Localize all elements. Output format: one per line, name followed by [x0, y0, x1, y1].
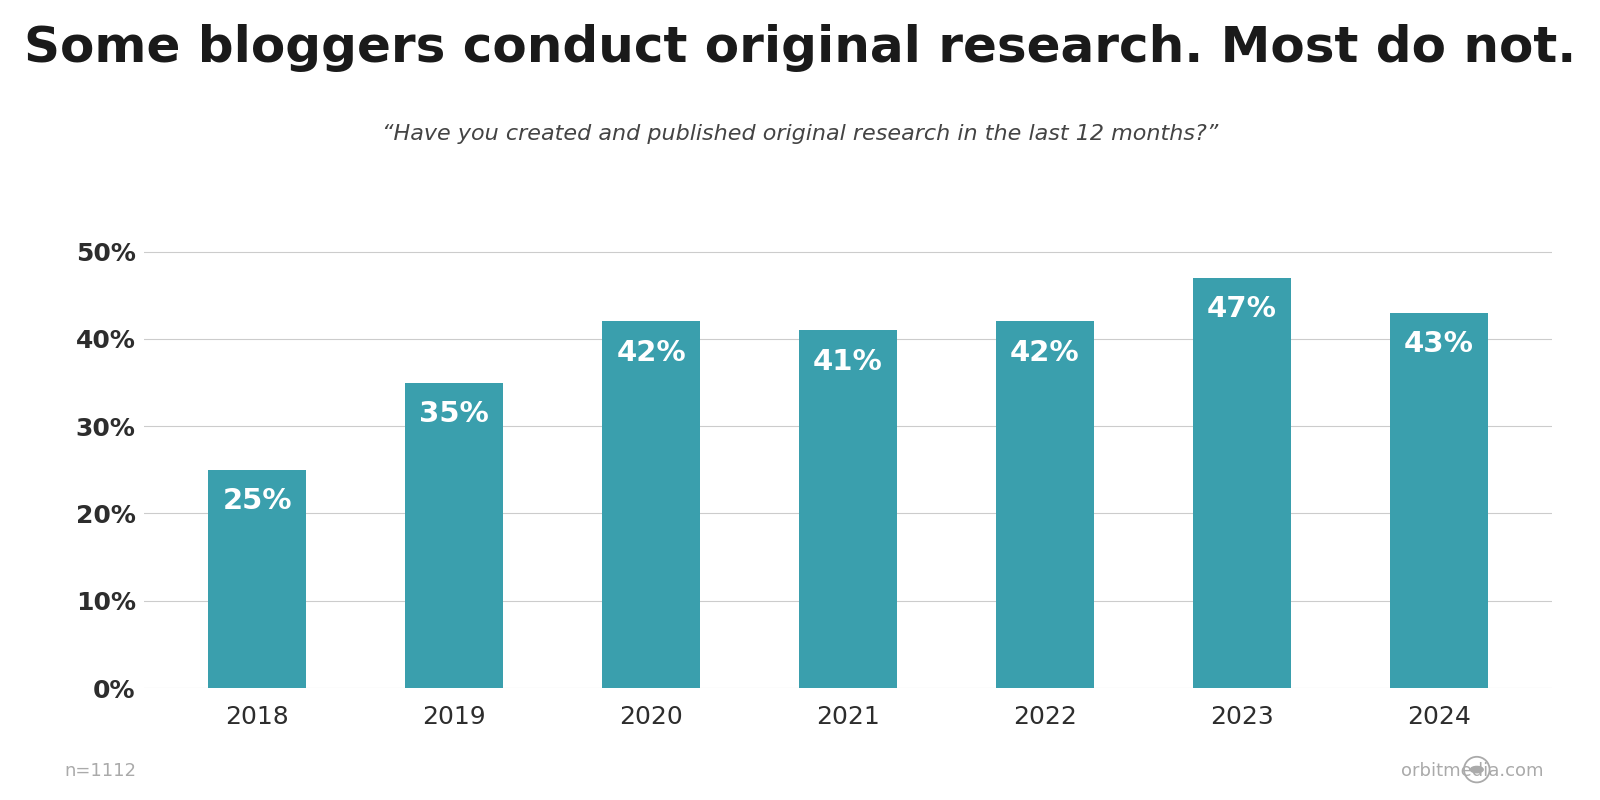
Bar — [1389, 313, 1488, 688]
Bar — [798, 330, 898, 688]
Text: 42%: 42% — [616, 339, 686, 367]
Text: 42%: 42% — [1010, 339, 1080, 367]
Text: 25%: 25% — [222, 487, 291, 515]
Bar — [602, 322, 701, 688]
Text: 43%: 43% — [1403, 330, 1474, 358]
Text: Some bloggers conduct original research. Most do not.: Some bloggers conduct original research.… — [24, 24, 1576, 72]
Text: 35%: 35% — [419, 400, 490, 428]
Text: n=1112: n=1112 — [64, 762, 136, 780]
Text: 47%: 47% — [1206, 295, 1277, 323]
Text: orbitmedia.com: orbitmedia.com — [1402, 762, 1544, 780]
Bar — [995, 322, 1094, 688]
Text: “Have you created and published original research in the last 12 months?”: “Have you created and published original… — [382, 124, 1218, 144]
Text: 41%: 41% — [813, 348, 883, 376]
Bar — [208, 470, 307, 688]
Bar — [1192, 278, 1291, 688]
Bar — [405, 382, 504, 688]
